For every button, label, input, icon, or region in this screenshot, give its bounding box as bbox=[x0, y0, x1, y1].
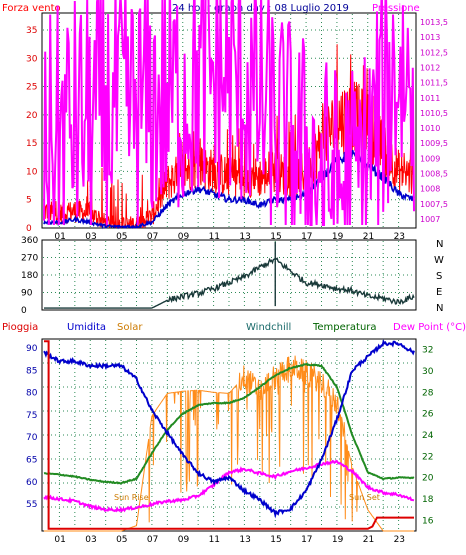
humidity-ytick-label-60: 60 bbox=[26, 478, 38, 488]
axis-labels: 01 03 05 07 09 11 13 15 17 19 21 230510152025303510… bbox=[21, 18, 448, 545]
temperature-label: Temperatura bbox=[312, 322, 377, 333]
sunrise-annotation: Sun Rise bbox=[114, 493, 149, 502]
temperature-xtick-label-03: 03 bbox=[85, 535, 96, 545]
pressure-ytick-label-1010: 1010 bbox=[420, 124, 440, 133]
pressure-ytick-label-1012,5: 1012,5 bbox=[420, 48, 448, 57]
temperature-ytick-label-16: 16 bbox=[422, 516, 434, 526]
humidity-label: Umidita bbox=[67, 322, 106, 333]
wind-ytick-label-20: 20 bbox=[26, 111, 38, 121]
temperature-xtick-label-17: 17 bbox=[301, 535, 312, 545]
windchill-label: Windchill bbox=[246, 322, 291, 333]
pressure-ytick-label-1007,5: 1007,5 bbox=[420, 200, 448, 209]
pressure-ytick-label-1013,5: 1013,5 bbox=[420, 18, 448, 27]
wind-xtick-label-21: 21 bbox=[363, 232, 374, 242]
wind-xtick-label-01: 01 bbox=[54, 232, 65, 242]
pressure-ytick-label-1010,5: 1010,5 bbox=[420, 109, 448, 118]
wind-xtick-label-05: 05 bbox=[116, 232, 127, 242]
pressure-ytick-label-1011: 1011 bbox=[420, 94, 440, 103]
sunset-annotation: Sun Set bbox=[349, 493, 380, 502]
pressure-ytick-label-1009: 1009 bbox=[420, 154, 440, 163]
temperature-ytick-label-22: 22 bbox=[422, 452, 433, 462]
wind-xtick-label-07: 07 bbox=[147, 232, 158, 242]
temperature-xtick-label-21: 21 bbox=[363, 535, 374, 545]
direction-label-w: W bbox=[434, 255, 444, 266]
pressure-ytick-label-1011,5: 1011,5 bbox=[420, 79, 448, 88]
humidity-ytick-label-75: 75 bbox=[26, 411, 37, 421]
wind-xtick-label-09: 09 bbox=[178, 232, 190, 242]
wind-xtick-label-11: 11 bbox=[209, 232, 220, 242]
wind-direction-line bbox=[44, 257, 415, 309]
pressure-ytick-label-1012: 1012 bbox=[420, 64, 440, 73]
humidity-ytick-label-70: 70 bbox=[26, 433, 38, 443]
humidity-ytick-label-55: 55 bbox=[26, 500, 37, 510]
pressure-line bbox=[43, 0, 415, 226]
direction-ytick-label-180: 180 bbox=[21, 271, 38, 281]
pressure-ytick-label-1007: 1007 bbox=[420, 215, 440, 224]
temperature-xtick-label-01: 01 bbox=[54, 535, 65, 545]
temperature-xtick-label-05: 05 bbox=[116, 535, 127, 545]
temperature-xtick-label-15: 15 bbox=[270, 535, 281, 545]
humidity-line bbox=[43, 339, 415, 519]
humidity-ytick-label-80: 80 bbox=[26, 389, 38, 399]
temperature-xtick-label-13: 13 bbox=[239, 535, 250, 545]
humidity-ytick-label-65: 65 bbox=[26, 456, 37, 466]
wind-average-line bbox=[43, 149, 415, 230]
temperature-ytick-label-32: 32 bbox=[422, 346, 433, 356]
pressure-ytick-label-1013: 1013 bbox=[420, 33, 440, 42]
dewpoint-label: Dew Point (°C) bbox=[393, 322, 466, 333]
wind-xtick-label-03: 03 bbox=[85, 232, 96, 242]
direction-label-n-bottom: N bbox=[436, 303, 443, 314]
wind-ytick-label-10: 10 bbox=[26, 167, 38, 177]
wind-xtick-label-15: 15 bbox=[270, 232, 281, 242]
direction-ytick-label-360: 360 bbox=[21, 236, 38, 246]
wind-ytick-label-25: 25 bbox=[26, 83, 37, 93]
humidity-ytick-label-85: 85 bbox=[26, 366, 37, 376]
wind-ytick-label-0: 0 bbox=[26, 224, 32, 234]
rain-line bbox=[44, 340, 414, 530]
temperature-xtick-label-07: 07 bbox=[147, 535, 158, 545]
wind-xtick-label-17: 17 bbox=[301, 232, 312, 242]
temperature-xtick-label-23: 23 bbox=[394, 535, 405, 545]
humidity-ytick-label-90: 90 bbox=[26, 344, 38, 354]
temperature-line bbox=[43, 363, 415, 485]
direction-ytick-label-270: 270 bbox=[21, 254, 38, 264]
wind-ytick-label-30: 30 bbox=[26, 54, 38, 64]
direction-panel-frame bbox=[41, 239, 417, 311]
temperature-panel-frame bbox=[41, 338, 417, 532]
temperature-xtick-label-11: 11 bbox=[209, 535, 220, 545]
wind-ytick-label-15: 15 bbox=[26, 139, 37, 149]
dewpoint-line bbox=[43, 459, 415, 513]
temperature-ytick-label-18: 18 bbox=[422, 495, 434, 505]
wind-speed-label: Forza vento bbox=[2, 3, 61, 14]
temperature-ytick-label-28: 28 bbox=[422, 388, 434, 398]
direction-label-e: E bbox=[436, 287, 442, 298]
temperature-xtick-label-09: 09 bbox=[178, 535, 190, 545]
temperature-ytick-label-20: 20 bbox=[422, 474, 434, 484]
wind-xtick-label-13: 13 bbox=[239, 232, 250, 242]
temperature-xtick-label-19: 19 bbox=[332, 535, 344, 545]
wind-xtick-label-23: 23 bbox=[394, 232, 405, 242]
rain-label: Pioggia bbox=[2, 322, 38, 333]
temperature-ytick-label-24: 24 bbox=[422, 431, 434, 441]
direction-ytick-label-90: 90 bbox=[21, 289, 33, 299]
direction-label-n-top: N bbox=[436, 239, 443, 250]
wind-panel-frame bbox=[41, 12, 417, 229]
solar-label: Solar bbox=[117, 322, 143, 333]
direction-ytick-label-0: 0 bbox=[21, 306, 27, 316]
solar-line bbox=[44, 355, 414, 532]
temperature-ytick-label-26: 26 bbox=[422, 410, 434, 420]
pressure-label: Pressione bbox=[372, 3, 420, 14]
wind-xtick-label-19: 19 bbox=[332, 232, 344, 242]
pressure-ytick-label-1008,5: 1008,5 bbox=[420, 169, 448, 178]
pressure-ytick-label-1008: 1008 bbox=[420, 185, 440, 194]
pressure-ytick-label-1009,5: 1009,5 bbox=[420, 139, 448, 148]
series-plots bbox=[43, 0, 415, 532]
wind-ytick-label-5: 5 bbox=[26, 196, 32, 206]
direction-label-s: S bbox=[436, 271, 442, 282]
temperature-ytick-label-30: 30 bbox=[422, 367, 434, 377]
wind-ytick-label-35: 35 bbox=[26, 26, 37, 36]
